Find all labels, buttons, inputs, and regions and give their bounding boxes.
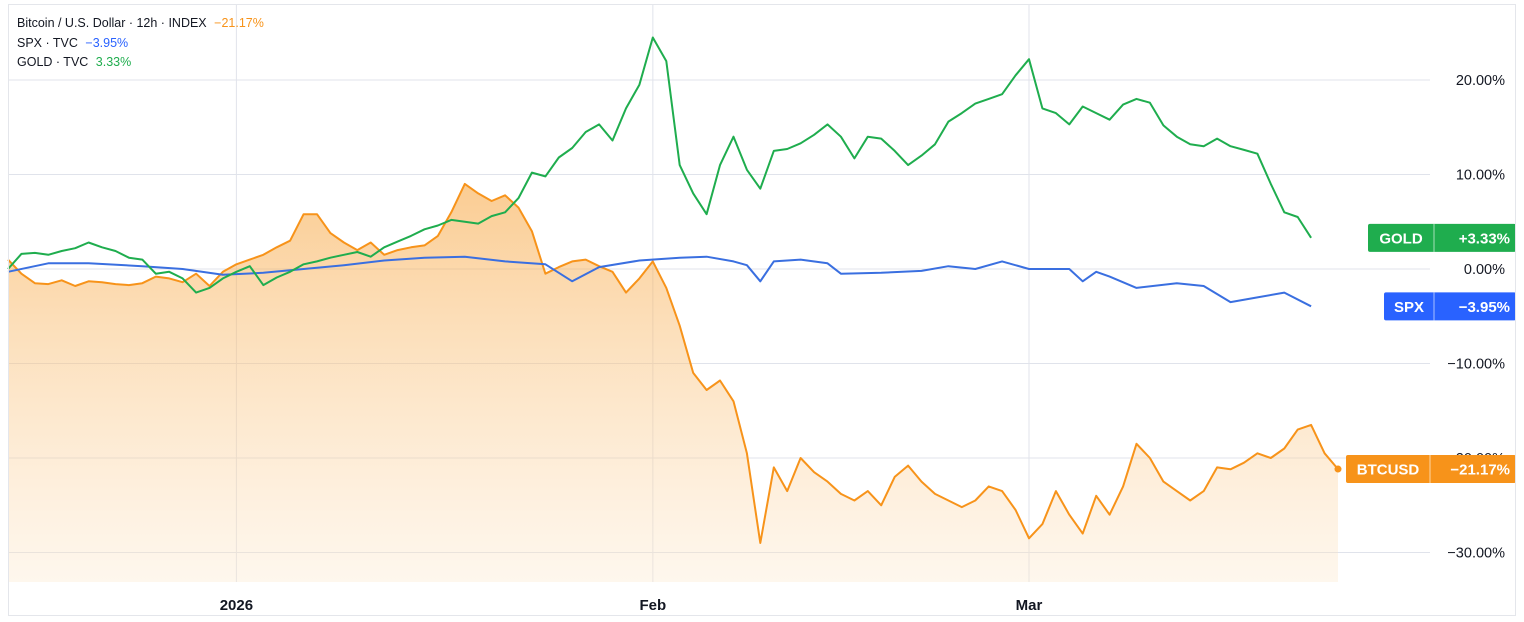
time-scale[interactable]: 2026 Feb Mar [220,597,1043,614]
y-tick-label: 0.00% [1464,262,1505,278]
series-line-spx[interactable] [7,255,1312,308]
legend-label-gold: GOLD · TVC [17,55,89,69]
badge-bg [1346,455,1516,484]
badge-bg [1368,223,1516,252]
legend-value-gold: 3.33% [95,55,132,69]
legend-value-spx: −3.95% [85,35,129,50]
badge-name: BTCUSD [1357,462,1420,479]
badge-value: −3.95% [1459,299,1510,316]
y-tick-label: 10.00% [1456,168,1505,184]
series-lines [7,36,1342,544]
badge-bg [1384,292,1516,321]
last-value-badges: GOLD +3.33% SPX −3.95% BTCUSD −21.17% [1346,223,1516,484]
series-line-btcusd[interactable] [7,182,1339,544]
badge-gold: GOLD +3.33% [1368,223,1516,252]
y-tick-label: 20.00% [1456,73,1505,89]
legend-row-gold[interactable]: GOLD · TVC 3.33% [17,53,264,73]
legend-value-btc: −21.17% [214,16,264,30]
badge-value: −21.17% [1450,462,1510,479]
x-tick-label: 2026 [220,597,253,614]
x-tick-label: Feb [640,597,667,614]
badge-name: GOLD [1379,230,1422,247]
legend-row-btc[interactable]: Bitcoin / U.S. Dollar · 12h · INDEX −21.… [17,14,264,34]
badge-spx: SPX −3.95% [1384,292,1516,321]
btc-area-fill [8,183,1338,582]
series-line-gold[interactable] [7,36,1312,294]
btc-last-point [1334,465,1342,473]
btc-area-layer [8,183,1338,582]
legend-label-spx: SPX · TVC [17,35,78,50]
legend-row-spx[interactable]: SPX · TVC −3.95% [17,34,264,54]
badge-name: SPX [1394,299,1424,316]
badge-value: +3.33% [1459,230,1510,247]
y-tick-label: −30.00% [1447,546,1505,562]
legend-label-btc: Bitcoin / U.S. Dollar · 12h · INDEX [17,16,207,30]
legend: Bitcoin / U.S. Dollar · 12h · INDEX −21.… [17,14,264,73]
badge-btcusd: BTCUSD −21.17% [1346,455,1516,484]
y-tick-label: −10.00% [1447,357,1505,373]
x-tick-label: Mar [1016,597,1043,614]
